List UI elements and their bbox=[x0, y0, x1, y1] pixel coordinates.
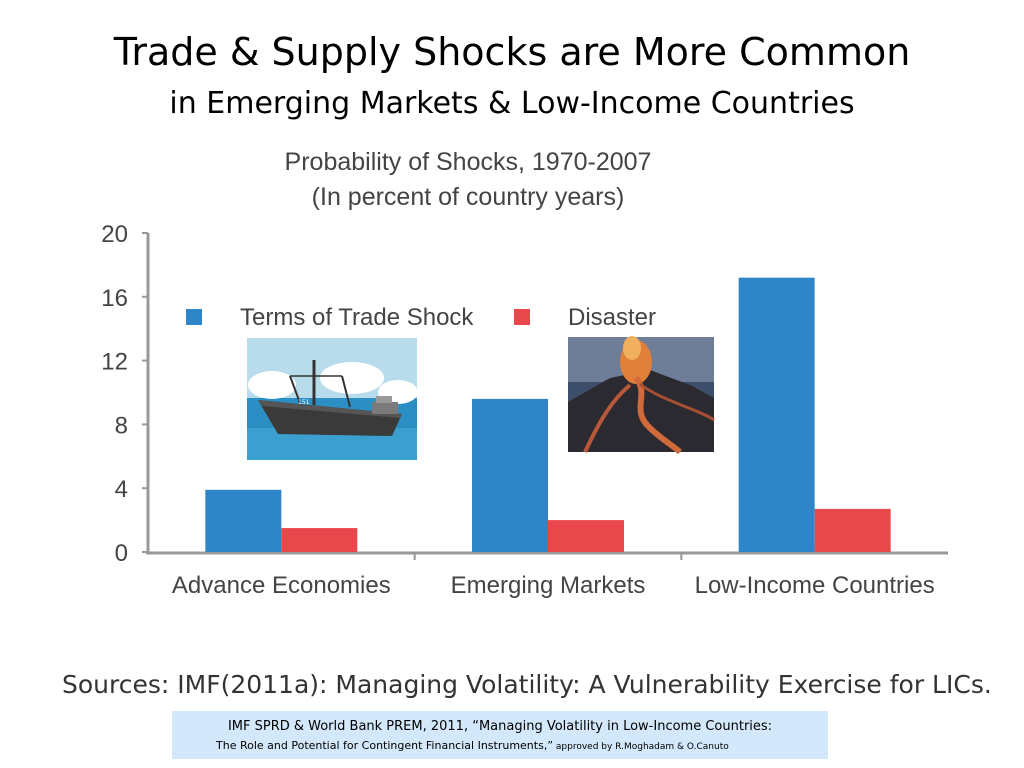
chart-subtitle: (In percent of country years) bbox=[312, 183, 625, 211]
y-tick-label: 8 bbox=[115, 412, 128, 439]
bar-terms-of-trade-shock bbox=[205, 489, 282, 552]
citation-line2-main: The Role and Potential for Contingent Fi… bbox=[216, 739, 554, 752]
bar-terms-of-trade-shock bbox=[738, 277, 815, 552]
citation-line1: IMF SPRD & World Bank PREM, 2011, “Manag… bbox=[227, 719, 773, 734]
legend-label-disaster: Disaster bbox=[568, 304, 656, 331]
legend-swatch-disaster bbox=[514, 309, 530, 325]
legend-label-terms-of-trade: Terms of Trade Shock bbox=[240, 304, 474, 331]
citation-approval: approved by R.Moghadam & O.Canuto bbox=[553, 742, 729, 752]
y-tick-label: 0 bbox=[115, 540, 128, 567]
bar-disaster bbox=[548, 520, 624, 552]
legend-swatch-terms-of-trade bbox=[186, 309, 202, 325]
slide-title-line2: in Emerging Markets & Low-Income Countri… bbox=[169, 86, 855, 121]
citation-box: IMF SPRD & World Bank PREM, 2011, “Manag… bbox=[172, 711, 828, 759]
slide-title-line1: Trade & Supply Shocks are More Common bbox=[113, 30, 911, 74]
svg-text:151: 151 bbox=[298, 399, 310, 406]
bar-disaster bbox=[814, 508, 891, 552]
citation-line2: The Role and Potential for Contingent Fi… bbox=[182, 737, 818, 756]
y-tick-label: 20 bbox=[101, 221, 128, 248]
y-tick-label: 4 bbox=[115, 476, 128, 503]
x-category-label: Advance Economies bbox=[172, 572, 391, 599]
bar-terms-of-trade-shock bbox=[472, 398, 548, 552]
chart-title: Probability of Shocks, 1970-2007 bbox=[285, 148, 652, 176]
source-note: Sources: IMF(2011a): Managing Volatility… bbox=[62, 670, 992, 699]
bar-disaster bbox=[281, 528, 358, 552]
y-tick-label: 16 bbox=[101, 285, 128, 312]
y-tick-label: 12 bbox=[101, 349, 128, 376]
x-category-label: Emerging Markets bbox=[451, 572, 646, 599]
cargo-ship-image: 151 bbox=[247, 338, 418, 460]
volcano-image bbox=[568, 336, 715, 455]
x-category-label: Low-Income Countries bbox=[695, 572, 935, 599]
